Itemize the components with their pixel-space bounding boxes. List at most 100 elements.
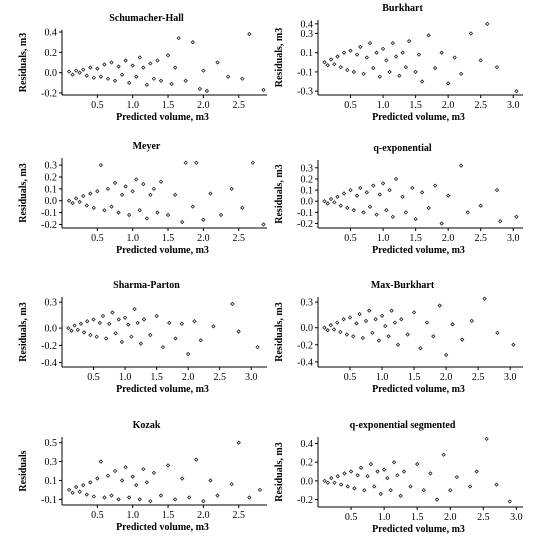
x-axis-label: Predicted volume, m3 bbox=[372, 112, 465, 123]
data-point bbox=[123, 184, 128, 189]
data-point bbox=[393, 54, 399, 59]
data-point bbox=[482, 296, 487, 301]
data-point bbox=[84, 73, 89, 78]
y-tick-label: 0.3 bbox=[301, 298, 314, 309]
data-point bbox=[116, 317, 121, 322]
data-point bbox=[387, 69, 392, 75]
data-point bbox=[84, 492, 89, 497]
x-tick-label: 2.0 bbox=[197, 100, 210, 111]
data-point bbox=[113, 331, 118, 336]
data-point bbox=[73, 484, 79, 490]
x-axis-label: Predicted volume, m3 bbox=[116, 522, 209, 533]
data-point bbox=[322, 325, 327, 330]
data-point bbox=[348, 187, 353, 193]
y-tick-label: -0.4 bbox=[297, 357, 313, 368]
panel-title: Burkhart bbox=[382, 3, 423, 14]
data-point bbox=[247, 495, 252, 500]
data-point bbox=[362, 488, 367, 493]
data-point bbox=[400, 194, 405, 199]
x-tick-label: 2.0 bbox=[440, 372, 453, 383]
data-point bbox=[236, 329, 241, 334]
data-point bbox=[73, 196, 79, 201]
data-point bbox=[172, 65, 178, 70]
data-point bbox=[403, 210, 409, 215]
x-tick-label: 2.5 bbox=[477, 512, 490, 523]
x-tick-label: 1.5 bbox=[409, 100, 422, 111]
data-point bbox=[452, 55, 457, 60]
data-point bbox=[155, 210, 160, 215]
data-point bbox=[426, 205, 431, 211]
data-point bbox=[329, 475, 334, 481]
panel-title: q-exponential bbox=[373, 143, 432, 154]
data-point bbox=[379, 313, 385, 318]
data-point bbox=[495, 330, 500, 336]
data-point bbox=[97, 320, 103, 326]
data-point bbox=[151, 186, 157, 192]
data-point bbox=[158, 78, 164, 83]
data-point bbox=[386, 334, 391, 339]
data-point bbox=[201, 499, 206, 504]
data-point bbox=[390, 40, 396, 46]
data-point bbox=[119, 339, 125, 345]
data-point bbox=[338, 329, 343, 335]
data-point bbox=[94, 334, 99, 339]
data-point bbox=[432, 65, 438, 71]
x-tick-label: 1.0 bbox=[126, 233, 139, 244]
x-tick-label: 3.0 bbox=[504, 372, 517, 383]
y-tick-label: 0.1 bbox=[301, 48, 314, 59]
data-point bbox=[421, 488, 426, 493]
y-tick-label: -0.1 bbox=[297, 208, 313, 219]
data-point bbox=[190, 204, 195, 209]
data-point bbox=[376, 338, 382, 343]
data-point bbox=[261, 222, 266, 227]
data-point bbox=[109, 493, 114, 498]
data-point bbox=[459, 71, 464, 77]
data-point bbox=[380, 46, 386, 52]
y-tick-label: 0.3 bbox=[301, 163, 314, 174]
data-point bbox=[335, 320, 340, 325]
data-point bbox=[88, 65, 93, 70]
data-point bbox=[388, 488, 393, 493]
data-point bbox=[192, 319, 197, 324]
data-point bbox=[172, 497, 178, 502]
data-point bbox=[158, 179, 164, 184]
data-point bbox=[468, 31, 474, 36]
x-tick-label: 0.5 bbox=[345, 512, 358, 523]
data-point bbox=[358, 465, 364, 470]
y-tick-label: -0.2 bbox=[41, 341, 57, 352]
data-point bbox=[365, 474, 370, 479]
data-point bbox=[208, 478, 213, 483]
y-tick-label: 0.0 bbox=[45, 68, 58, 79]
y-tick-label: 0.0 bbox=[301, 476, 314, 487]
data-point bbox=[355, 473, 360, 478]
data-point bbox=[137, 497, 142, 502]
x-tick-label: 1.5 bbox=[150, 372, 163, 383]
data-point bbox=[413, 69, 418, 75]
data-point bbox=[358, 185, 363, 191]
data-point bbox=[180, 219, 185, 225]
data-point bbox=[91, 75, 96, 80]
y-tick-label: 0.2 bbox=[301, 174, 314, 185]
data-point bbox=[439, 221, 444, 226]
data-point bbox=[354, 193, 360, 198]
y-tick-label: 0.1 bbox=[301, 186, 314, 197]
y-tick-label: -0.2 bbox=[297, 219, 313, 230]
data-point bbox=[390, 214, 396, 220]
data-point bbox=[357, 311, 362, 317]
data-point bbox=[129, 334, 134, 339]
data-point bbox=[148, 192, 153, 197]
data-point bbox=[354, 321, 359, 326]
data-point bbox=[363, 318, 369, 324]
y-tick-label: -0.2 bbox=[297, 495, 313, 506]
panel-title: Sharma-Parton bbox=[113, 280, 180, 291]
data-point bbox=[141, 466, 146, 472]
y-tick-label: 0.3 bbox=[45, 457, 58, 468]
data-point bbox=[88, 480, 93, 485]
data-point bbox=[194, 160, 199, 165]
data-point bbox=[102, 208, 107, 213]
y-tick-label: -0.1 bbox=[41, 208, 57, 219]
panel-title: Schumacher-Hall bbox=[109, 13, 184, 24]
data-point bbox=[257, 487, 263, 493]
data-point bbox=[348, 48, 353, 53]
x-tick-label: 3.0 bbox=[507, 233, 520, 244]
